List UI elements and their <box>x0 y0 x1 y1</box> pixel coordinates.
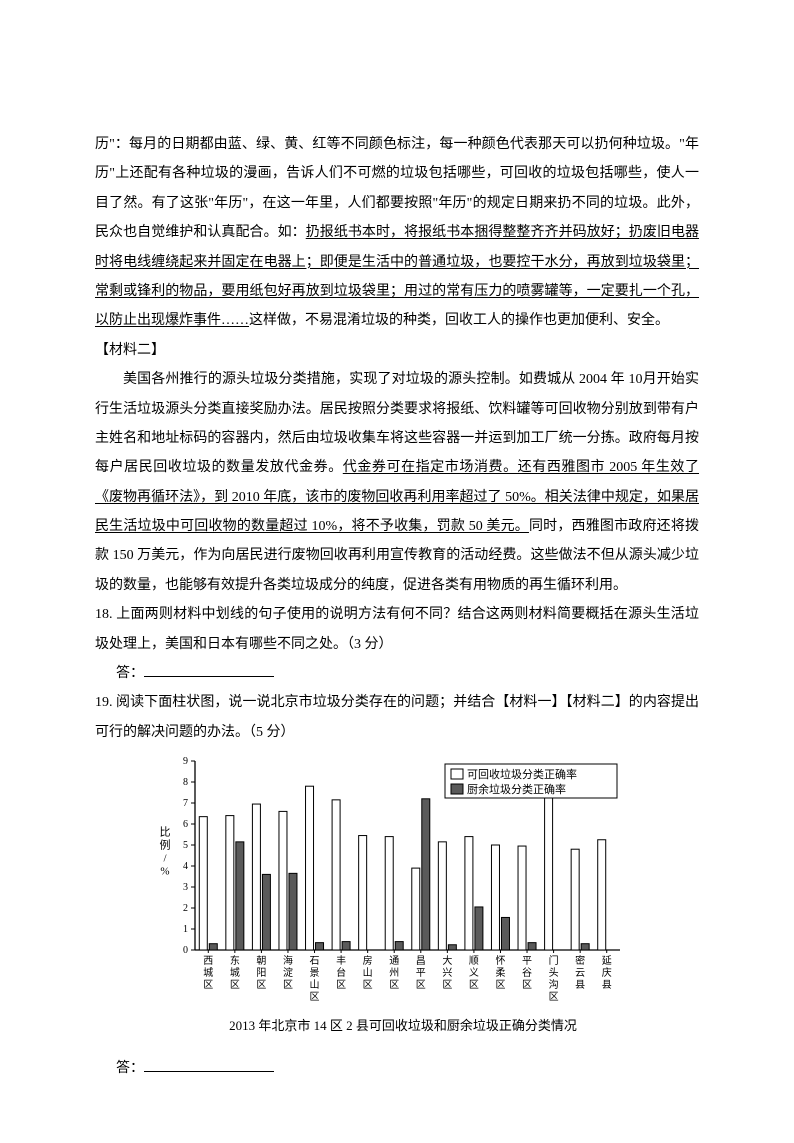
svg-text:石: 石 <box>310 956 320 967</box>
svg-text:云: 云 <box>575 968 585 979</box>
svg-text:县: 县 <box>575 979 585 991</box>
svg-text:平: 平 <box>416 968 426 979</box>
svg-text:区: 区 <box>363 979 373 991</box>
answer-label-18: 答： <box>116 666 144 681</box>
svg-text:东: 东 <box>230 954 240 967</box>
svg-text:怀: 怀 <box>495 955 505 967</box>
svg-text:2: 2 <box>183 903 188 914</box>
svg-text:丰: 丰 <box>336 954 346 967</box>
svg-text:区: 区 <box>230 979 240 991</box>
svg-text:区: 区 <box>469 979 479 991</box>
svg-text:8: 8 <box>183 777 188 788</box>
svg-text:区: 区 <box>256 979 266 991</box>
svg-text:县: 县 <box>602 979 612 991</box>
material1-paragraph: 历"：每月的日期都由蓝、绿、黄、红等不同颜色标注，每一种颜色代表那天可以扔何种垃… <box>95 130 699 336</box>
svg-text:兴: 兴 <box>442 967 452 979</box>
m1-text-b: 这样做，不易混淆垃圾的种类，回收工人的操作也更加便利、安全。 <box>249 313 669 328</box>
svg-text:西: 西 <box>203 956 213 967</box>
svg-text:/: / <box>163 853 167 865</box>
svg-text:区: 区 <box>389 979 399 991</box>
svg-text:例: 例 <box>160 838 171 852</box>
svg-text:可回收垃圾分类正确率: 可回收垃圾分类正确率 <box>467 767 577 781</box>
svg-text:厨余垃圾分类正确率: 厨余垃圾分类正确率 <box>467 782 566 796</box>
question-19: 19. 阅读下面柱状图，说一说北京市垃圾分类存在的问题；并结合【材料一】【材料二… <box>95 688 699 747</box>
svg-text:5: 5 <box>183 840 188 851</box>
svg-text:沟: 沟 <box>549 978 559 991</box>
svg-text:通: 通 <box>389 955 399 967</box>
svg-text:房: 房 <box>363 954 373 967</box>
svg-text:区: 区 <box>203 979 213 991</box>
answer-18-row: 答： <box>95 659 699 688</box>
svg-text:城: 城 <box>230 967 240 979</box>
svg-text:谷: 谷 <box>522 967 532 979</box>
svg-text:义: 义 <box>469 967 479 979</box>
answer-19-row: 答： <box>95 1054 699 1083</box>
svg-text:区: 区 <box>416 979 426 991</box>
svg-text:9: 9 <box>183 756 188 767</box>
svg-text:区: 区 <box>442 979 452 991</box>
svg-text:密: 密 <box>575 954 585 967</box>
svg-text:%: % <box>160 866 169 878</box>
svg-text:区: 区 <box>549 991 559 1003</box>
svg-text:头: 头 <box>549 967 559 979</box>
svg-text:区: 区 <box>495 979 505 991</box>
svg-text:阳: 阳 <box>256 967 266 979</box>
svg-text:景: 景 <box>310 967 320 979</box>
svg-text:4: 4 <box>183 861 188 872</box>
svg-text:区: 区 <box>310 991 320 1003</box>
svg-text:昌: 昌 <box>416 955 426 967</box>
material2-heading: 【材料二】 <box>95 336 699 365</box>
svg-text:柔: 柔 <box>495 967 505 979</box>
question-18: 18. 上面两则材料中划线的句子使用的说明方法有何不同？结合这两则材料简要概括在… <box>95 600 699 659</box>
svg-text:7: 7 <box>183 798 188 809</box>
svg-text:平: 平 <box>522 956 532 967</box>
svg-text:区: 区 <box>522 979 532 991</box>
svg-text:台: 台 <box>336 966 346 979</box>
page: 历"：每月的日期都由蓝、绿、黄、红等不同颜色标注，每一种颜色代表那天可以扔何种垃… <box>0 0 794 1143</box>
svg-text:山: 山 <box>310 979 320 991</box>
svg-text:朝: 朝 <box>256 955 266 967</box>
chart-caption: 2013 年北京市 14 区 2 县可回收垃圾和厨余垃圾正确分类情况 <box>107 1012 699 1039</box>
svg-text:州: 州 <box>389 967 399 979</box>
svg-text:海: 海 <box>283 954 293 967</box>
answer-blank-18[interactable] <box>144 662 274 677</box>
svg-text:延: 延 <box>602 955 612 967</box>
svg-text:比: 比 <box>160 826 171 839</box>
material2-paragraph: 美国各州推行的源头垃圾分类措施，实现了对垃圾的源头控制。如费城从 2004 年 … <box>95 365 699 600</box>
answer-label-19: 答： <box>116 1061 144 1076</box>
svg-text:区: 区 <box>283 979 293 991</box>
answer-blank-19[interactable] <box>144 1057 274 1072</box>
svg-text:顺: 顺 <box>469 955 479 967</box>
svg-text:3: 3 <box>183 882 188 893</box>
bar-chart: 0123456789比例/%西城区东城区朝阳区海淀区石景山区丰台区房山区通州区昌… <box>153 753 628 1008</box>
svg-text:城: 城 <box>203 967 213 979</box>
svg-text:山: 山 <box>363 967 373 979</box>
svg-text:1: 1 <box>183 924 188 935</box>
svg-text:淀: 淀 <box>283 966 293 979</box>
svg-text:0: 0 <box>183 945 188 956</box>
svg-text:庆: 庆 <box>602 966 612 979</box>
svg-text:区: 区 <box>336 979 346 991</box>
svg-text:6: 6 <box>183 819 188 830</box>
svg-text:大: 大 <box>442 954 452 967</box>
svg-text:门: 门 <box>549 954 559 967</box>
